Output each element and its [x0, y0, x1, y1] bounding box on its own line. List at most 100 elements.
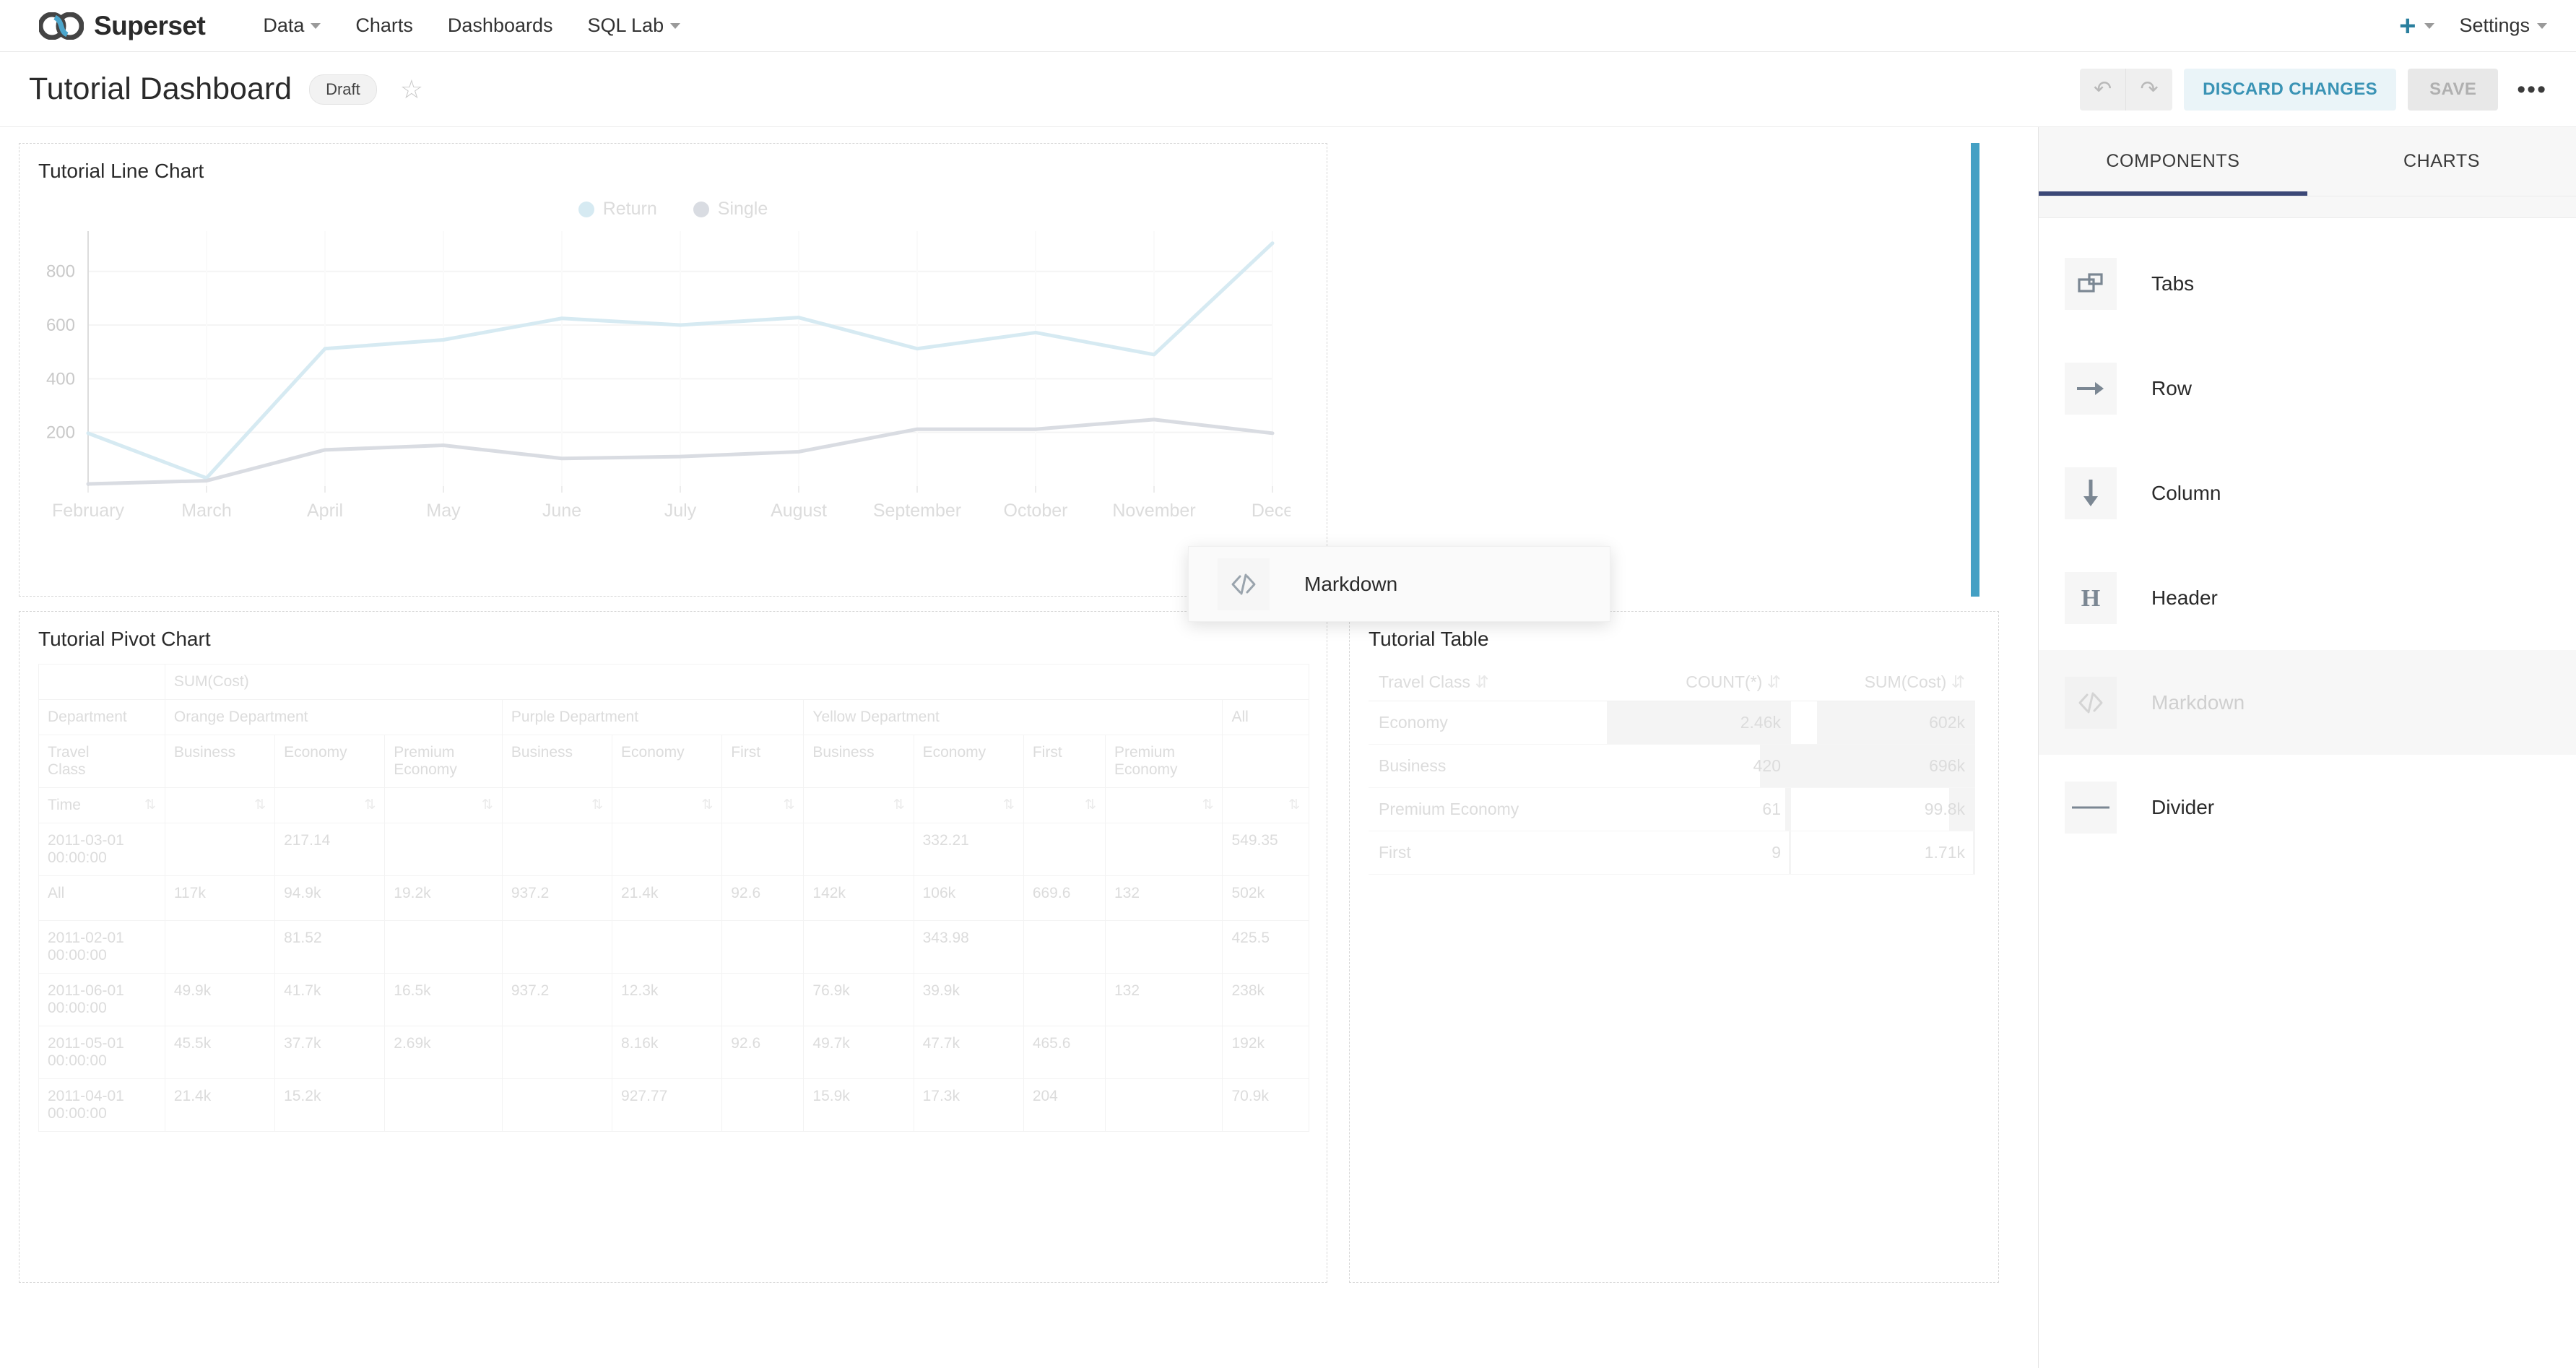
cell-count-value: 9	[1771, 843, 1781, 862]
sort-toggle-icon[interactable]: ⇅	[481, 797, 493, 813]
sort-toggle-icon[interactable]: ⇅	[1202, 797, 1214, 813]
pivot-sort-header[interactable]: ⇅	[1023, 787, 1106, 823]
sort-toggle-icon[interactable]: ⇅	[254, 797, 266, 813]
nav-link-data[interactable]: Data	[246, 14, 338, 37]
column-header[interactable]: SUM(Cost) ⇵	[1791, 664, 1975, 701]
save-button[interactable]: SAVE	[2408, 68, 2499, 111]
sort-toggle-icon[interactable]: ⇅	[701, 797, 714, 813]
sort-toggle-icon[interactable]: ⇅	[1002, 797, 1015, 813]
chart-card-pivot[interactable]: Tutorial Pivot Chart SUM(Cost) Department…	[19, 611, 1327, 1283]
sort-toggle-icon[interactable]: ⇵	[1470, 672, 1489, 691]
pivot-sort-header[interactable]: ⇅	[1222, 787, 1309, 823]
svg-text:April: April	[307, 501, 343, 521]
pivot-sort-header[interactable]: ⇅	[612, 787, 723, 823]
page-title[interactable]: Tutorial Dashboard	[29, 72, 292, 106]
svg-text:March: March	[181, 501, 231, 521]
component-item-label: Divider	[2151, 795, 2215, 818]
line-chart-plot[interactable]: 200 400 600 800 February March April May June Jul…	[19, 222, 1327, 540]
column-header[interactable]: COUNT(*) ⇵	[1607, 664, 1791, 701]
tab-components[interactable]: COMPONENTS	[2039, 127, 2307, 196]
pivot-cell: 76.9k	[803, 973, 914, 1026]
legend-item-return[interactable]: Return	[578, 199, 657, 220]
sort-toggle-icon[interactable]: ⇅	[364, 797, 376, 813]
nav-link-dashboards[interactable]: Dashboards	[430, 14, 571, 37]
chevron-down-icon	[670, 22, 681, 29]
pivot-cell: 37.7k	[274, 1026, 386, 1079]
component-item-divider[interactable]: Divider	[2039, 755, 2576, 860]
pivot-cell: 45.5k	[164, 1026, 276, 1079]
pivot-cell: 12.3k	[612, 973, 723, 1026]
cell-travel-class: First	[1369, 831, 1607, 875]
sort-toggle-icon[interactable]: ⇅	[893, 797, 905, 813]
discard-changes-button[interactable]: DISCARD CHANGES	[2184, 68, 2397, 111]
pivot-cell: 49.7k	[803, 1026, 914, 1079]
legend-label-single: Single	[717, 199, 768, 219]
pivot-department-header: Orange Department	[164, 699, 503, 735]
table-row[interactable]: Economy 2.46k 602k	[1369, 701, 1975, 745]
more-options-icon[interactable]: •••	[2517, 75, 2547, 103]
sort-toggle-icon[interactable]: ⇵	[1946, 672, 1965, 691]
pivot-sort-header[interactable]: ⇅	[913, 787, 1024, 823]
cell-bar	[1785, 788, 1791, 831]
cell-sum-value: 99.8k	[1924, 800, 1965, 818]
sort-toggle-icon[interactable]: ⇅	[144, 797, 156, 813]
brand-name: Superset	[94, 10, 206, 40]
pivot-cell: 21.4k	[164, 1078, 276, 1132]
chart-card-table[interactable]: Tutorial Table Travel Class ⇵ COUNT(*) ⇵ S…	[1349, 611, 1999, 1283]
pivot-cell: 937.2	[501, 973, 613, 1026]
column-header[interactable]: Travel Class ⇵	[1369, 664, 1607, 701]
nav-link-charts[interactable]: Charts	[338, 14, 430, 37]
markdown-code-icon	[2065, 676, 2117, 729]
chevron-down-icon	[2424, 22, 2435, 29]
svg-text:July: July	[664, 501, 697, 521]
redo-arrow-icon[interactable]: ↷	[2126, 68, 2173, 111]
pivot-department-label: Department	[38, 699, 165, 735]
component-item-label: Header	[2151, 586, 2218, 609]
pivot-sort-header[interactable]: ⇅	[1104, 787, 1223, 823]
tutorial-data-table[interactable]: Travel Class ⇵ COUNT(*) ⇵ SUM(Cost) ⇵ Econ…	[1369, 664, 1975, 875]
svg-text:May: May	[426, 501, 461, 521]
pivot-sort-header[interactable]: ⇅	[384, 787, 503, 823]
table-row[interactable]: First 9 1.71k	[1369, 831, 1975, 875]
column-arrow-down-icon	[2065, 467, 2117, 519]
table-row[interactable]: Business 420 696k	[1369, 744, 1975, 788]
sort-toggle-icon[interactable]: ⇅	[1288, 797, 1300, 813]
chart-card-line[interactable]: Tutorial Line Chart Return Single 200 400…	[19, 143, 1327, 597]
cell-sum-cost: 99.8k	[1791, 787, 1975, 831]
sort-toggle-icon[interactable]: ⇵	[1762, 672, 1781, 691]
pivot-cell	[721, 823, 805, 876]
legend-item-single[interactable]: Single	[693, 199, 768, 220]
component-item-markdown[interactable]: Markdown	[2039, 650, 2576, 755]
pivot-cell	[612, 823, 723, 876]
star-outline-icon[interactable]: ☆	[399, 74, 424, 104]
chevron-down-icon	[311, 22, 321, 29]
pivot-sort-header[interactable]: Time ⇅	[38, 787, 165, 823]
pivot-table[interactable]: SUM(Cost) Department Orange Department Purp…	[38, 664, 1310, 1132]
component-item-row[interactable]: Row	[2039, 336, 2576, 441]
new-item-button[interactable]: +	[2399, 12, 2435, 40]
legend-swatch-single	[693, 201, 709, 217]
pivot-cell: 669.6	[1023, 875, 1106, 921]
component-item-header[interactable]: H Header	[2039, 545, 2576, 650]
dashboard-row-2: Tutorial Pivot Chart SUM(Cost) Department…	[0, 597, 2038, 1283]
sort-toggle-icon[interactable]: ⇅	[1085, 797, 1096, 813]
empty-grid-slot[interactable]	[1327, 143, 2019, 597]
table-row[interactable]: Premium Economy 61 99.8k	[1369, 787, 1975, 831]
sort-toggle-icon[interactable]: ⇅	[783, 797, 795, 813]
undo-arrow-icon[interactable]: ↶	[2080, 68, 2127, 111]
pivot-sort-header[interactable]: ⇅	[164, 787, 276, 823]
pivot-sort-header[interactable]: ⇅	[721, 787, 805, 823]
tab-charts[interactable]: CHARTS	[2403, 151, 2480, 171]
pivot-sort-header[interactable]: ⇅	[803, 787, 914, 823]
settings-menu[interactable]: Settings	[2459, 14, 2547, 37]
component-item-column[interactable]: Column	[2039, 441, 2576, 545]
sort-toggle-icon[interactable]: ⇅	[591, 797, 604, 813]
drag-preview-markdown: Markdown	[1188, 546, 1610, 622]
nav-link-sql-lab[interactable]: SQL Lab	[571, 14, 698, 37]
component-item-tabs[interactable]: Tabs	[2039, 231, 2576, 336]
brand-logo-link[interactable]: Superset	[39, 10, 206, 41]
pivot-department-row: Department Orange Department Purple Depart…	[38, 699, 1309, 735]
pivot-sort-header[interactable]: ⇅	[501, 787, 613, 823]
pivot-class-header: Premium Economy	[384, 735, 503, 788]
pivot-sort-header[interactable]: ⇅	[274, 787, 386, 823]
